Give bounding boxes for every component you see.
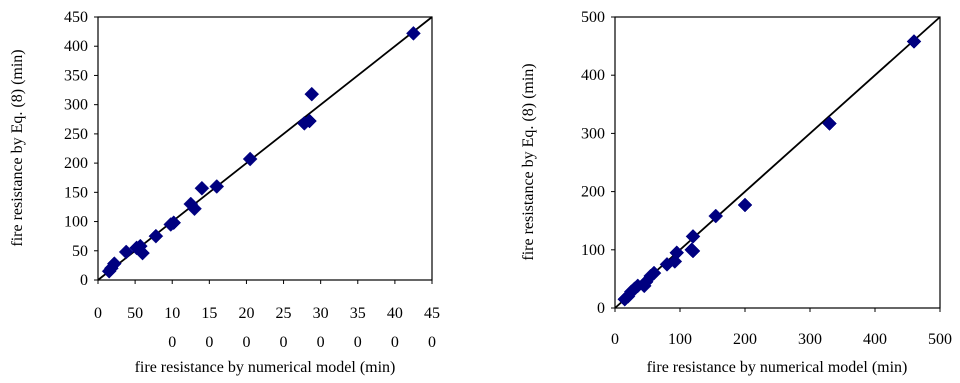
chart-2-data-point	[906, 34, 922, 49]
chart-2-plot-frame	[614, 16, 941, 309]
chart-2-y-tick-label: 500	[581, 9, 605, 26]
chart-1-y-tick-label: 100	[64, 214, 88, 231]
chart-2-x-tick-label: 100	[668, 331, 692, 348]
chart-1-x-tick-label-wrap: 0	[428, 334, 436, 351]
chart-1-x-tick-label-wrap: 0	[354, 334, 362, 351]
chart-1-data-point	[118, 244, 134, 260]
chart-1-plot-frame	[97, 16, 433, 281]
chart-2-data-point	[646, 265, 662, 281]
chart-2-data-point	[669, 245, 685, 261]
chart-1-y-tick-label: 300	[64, 97, 88, 114]
chart-1-x-tick-label: 20	[238, 305, 254, 322]
chart-2-x-axis-label: fire resistance by numerical model (min)	[647, 359, 908, 376]
chart-1-x-axis-label: fire resistance by numerical model (min)	[135, 359, 396, 376]
chart-1-y-tick-label: 350	[64, 67, 88, 84]
chart-1-data-point	[135, 245, 150, 261]
chart-1-x-tick-label-wrap: 0	[242, 334, 250, 351]
chart-2-data-point	[685, 229, 701, 244]
chart-1-x-tick-label: 30	[313, 305, 329, 322]
chart-1-reference-line	[97, 16, 433, 281]
chart-1-data-point	[406, 26, 421, 41]
chart-2-x-tick-label: 500	[928, 331, 952, 348]
chart-1-x-tick-label: 45	[424, 305, 440, 322]
chart-1-x-tick-label-wrap: 0	[391, 334, 399, 351]
chart-1-data-point	[148, 228, 164, 244]
chart-1-x-tick-label: 10	[164, 305, 180, 322]
chart-1-y-tick-label: 50	[72, 243, 88, 260]
chart-1-y-tick-label: 150	[64, 184, 88, 201]
chart-1-data-point	[166, 215, 182, 231]
chart-1-x-tick-label: 35	[350, 305, 366, 322]
chart-1-data-point	[106, 256, 122, 271]
chart-1-y-tick-label: 450	[64, 9, 88, 26]
chart-1-y-tick-label: 0	[80, 272, 88, 289]
chart-2-y-tick-label: 400	[581, 67, 605, 84]
chart-1-data-point	[242, 151, 258, 167]
chart-1-data-point	[187, 201, 202, 217]
chart-2-data-point	[708, 208, 724, 224]
chart-1-y-tick-label: 250	[64, 126, 88, 143]
chart-2-y-tick-label: 100	[581, 242, 605, 259]
chart-2-data-point	[685, 243, 701, 259]
chart-2-data-point	[737, 197, 753, 213]
chart-1-x-tick-label: 0	[94, 305, 102, 322]
chart-2-x-tick-label: 0	[611, 331, 619, 348]
chart-1-x-tick-label-wrap: 0	[317, 334, 325, 351]
chart-1-x-tick-label-wrap: 0	[168, 334, 176, 351]
chart-1-x-tick-label: 40	[387, 305, 403, 322]
chart-2-y-tick-label: 300	[581, 125, 605, 142]
chart-1-y-axis-label: fire resistance by Eq. (8) (min)	[9, 49, 26, 246]
chart-2: 0 100 200 300 400 500 0 100 200 300 400 500 fire r…	[520, 9, 952, 376]
chart-1-y-tick-label: 400	[64, 38, 88, 55]
chart-2-y-axis-label: fire resistance by Eq. (8) (min)	[520, 63, 537, 260]
chart-2-x-tick-label: 400	[863, 331, 887, 348]
chart-1-data-point	[209, 179, 225, 194]
chart-2-data-point	[822, 116, 837, 131]
chart-1-y-tick-label: 200	[64, 155, 88, 172]
chart-1-x-tick-label-wrap: 0	[280, 334, 288, 351]
chart-1-data-point	[194, 180, 210, 196]
chart-1-x-tick-label: 50	[127, 305, 143, 322]
chart-1-data-point	[302, 113, 317, 129]
chart-2-y-tick-label: 0	[597, 300, 605, 317]
chart-1-x-tick-label: 15	[201, 305, 217, 322]
chart-2-y-tick-label: 200	[581, 184, 605, 201]
chart-2-x-tick-label: 200	[733, 331, 757, 348]
chart-1-x-tick-label-wrap: 0	[205, 334, 213, 351]
chart-1-data-point	[304, 86, 320, 102]
chart-2-x-tick-label: 300	[798, 331, 822, 348]
chart-1-x-tick-label: 25	[276, 305, 292, 322]
